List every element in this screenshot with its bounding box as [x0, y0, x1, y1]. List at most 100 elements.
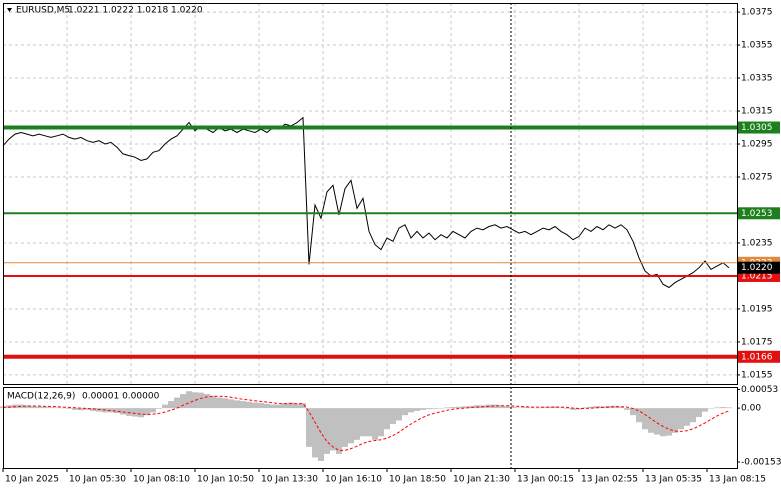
macd-bar [192, 392, 198, 409]
macd-bar [54, 407, 60, 409]
main-frame [3, 3, 738, 385]
macd-bar [36, 406, 42, 409]
macd-bar [276, 404, 282, 409]
macd-bar [264, 403, 270, 409]
macd-bar [684, 408, 690, 426]
macd-bar [528, 407, 534, 409]
macd-bar [42, 406, 48, 409]
macd-bar [414, 408, 420, 411]
current-price-label: 1.0220 [741, 263, 773, 273]
macd-bar [180, 394, 186, 409]
macd-bar [630, 408, 636, 416]
y-tick-label: -0.00153 [741, 458, 781, 468]
price-layer [0, 116, 737, 461]
macd-bar [360, 408, 366, 437]
level-label-box [738, 350, 780, 363]
quote: 1.0221 1.0222 1.0218 1.0220 [68, 6, 203, 16]
macd-bar [324, 408, 330, 454]
x-tick-label: 13 Jan 05:35 [645, 475, 702, 485]
macd-bar [552, 406, 558, 409]
macd-bar [462, 406, 468, 409]
macd-bar [258, 402, 264, 409]
macd-bar [372, 408, 378, 440]
macd-bar [132, 408, 138, 417]
macd-bar [402, 408, 408, 416]
macd-title: MACD(12,26,9) [7, 392, 75, 402]
macd-bar [156, 408, 162, 409]
macd-bar [270, 404, 276, 409]
macd-bar [384, 408, 390, 430]
current-price-box [738, 261, 780, 274]
x-tick-label: 10 Jan 10:50 [197, 475, 254, 485]
macd-bar [540, 407, 546, 409]
y-tick-label: 1.0335 [741, 74, 773, 84]
macd-bar [564, 408, 570, 409]
macd-bar [396, 408, 402, 421]
macd-frame [3, 387, 738, 469]
macd-bar [594, 406, 600, 409]
macd-bar [678, 408, 684, 430]
y-tick-label: 1.0275 [741, 173, 773, 183]
macd-bar [306, 408, 312, 447]
x-tick-label: 10 Jan 18:50 [389, 475, 446, 485]
macd-bar [450, 407, 456, 409]
macd-bar [492, 404, 498, 409]
macd-bar [78, 408, 84, 411]
macd-bar [48, 407, 54, 409]
macd-bar [72, 408, 78, 410]
macd-bar [498, 405, 504, 409]
macd-bar [336, 408, 342, 454]
level-label-box [738, 121, 780, 134]
macd-bar [444, 407, 450, 409]
x-tick-label: 13 Jan 00:15 [517, 475, 574, 485]
macd-bar [282, 403, 288, 409]
macd-bar [126, 408, 132, 416]
macd-bar [318, 408, 324, 461]
macd-bar [726, 407, 732, 409]
x-tick-label: 10 Jan 13:30 [261, 475, 318, 485]
macd-bar [246, 401, 252, 409]
y-tick-label: 1.0375 [741, 8, 773, 18]
y-tick-label: 0.00053 [741, 385, 778, 395]
macd-bar [108, 408, 114, 413]
macd-bar [240, 401, 246, 409]
macd-quote: 0.00001 0.00000 [82, 392, 160, 402]
macd-bar [696, 408, 702, 417]
y-tick-label: 0.00 [741, 404, 761, 414]
macd-bar [348, 408, 354, 444]
y-tick-label: 1.0235 [741, 238, 773, 248]
macd-bar [204, 394, 210, 409]
macd-bar [708, 408, 714, 409]
macd-bar [354, 408, 360, 440]
macd-bar [636, 408, 642, 423]
macd-bar [150, 408, 156, 413]
price-line [2, 116, 730, 289]
y-tick-label: 1.0155 [741, 370, 773, 380]
macd-bar [234, 400, 240, 409]
macd-bar [252, 402, 258, 409]
level-label-box [738, 207, 780, 220]
y-tick-label: 1.0295 [741, 140, 773, 150]
macd-bar [534, 407, 540, 409]
macd-bar [84, 408, 90, 410]
macd-bar [666, 408, 672, 436]
macd-bar [570, 408, 576, 410]
macd-bar [582, 407, 588, 409]
grid-layer [3, 3, 737, 384]
macd-bar [24, 405, 30, 409]
macd-bar [366, 408, 372, 437]
macd-bar [114, 408, 120, 414]
macd-bar [300, 403, 306, 409]
macd-bar [342, 408, 348, 447]
level-label: 1.0215 [741, 271, 773, 281]
y-tick-label: 1.0195 [741, 304, 773, 314]
macd-bar [702, 408, 708, 412]
level-label: 1.0166 [741, 352, 773, 362]
x-tick-label: 10 Jan 05:30 [69, 475, 126, 485]
x-tick-label: 10 Jan 08:10 [133, 475, 190, 485]
macd-bar [612, 405, 618, 409]
x-tick-label: 10 Jan 21:30 [453, 475, 510, 485]
macd-bar [228, 399, 234, 409]
